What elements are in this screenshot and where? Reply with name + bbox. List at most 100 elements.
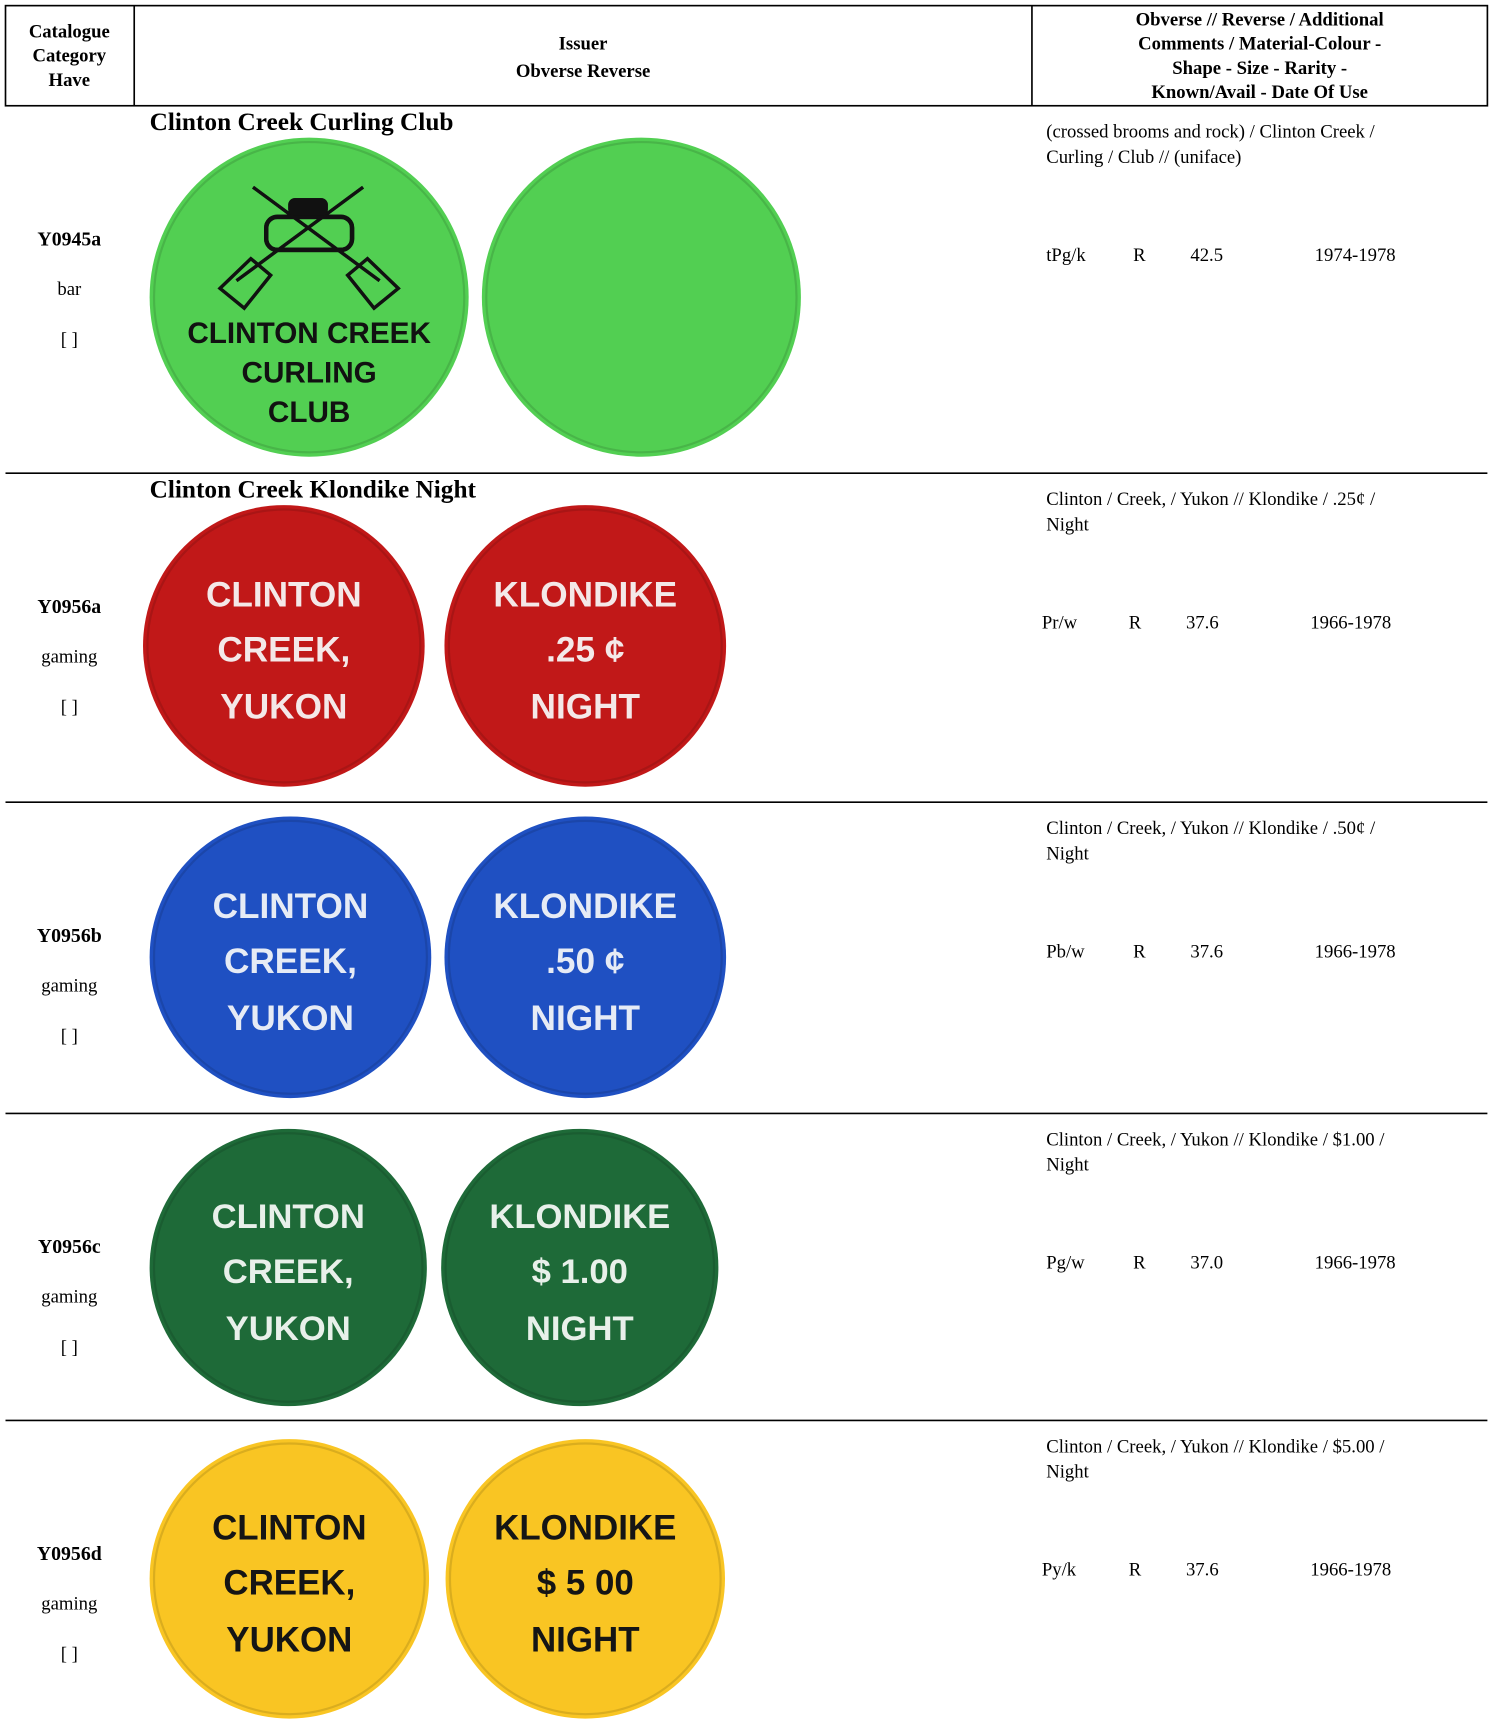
header-text: Category	[32, 46, 106, 67]
material: Pb/w	[1046, 941, 1085, 962]
token-rim	[444, 1132, 716, 1403]
description: Clinton / Creek, / Yukon // Klondike / $…	[1046, 1436, 1385, 1457]
material: Pr/w	[1042, 612, 1078, 633]
category: gaming	[41, 1287, 97, 1308]
token-disc	[149, 1128, 427, 1407]
token-rim	[485, 140, 798, 454]
token-text: CREEK,	[223, 1253, 354, 1291]
size: 37.0	[1190, 1253, 1223, 1274]
category: gaming	[41, 646, 97, 667]
token-rim	[448, 1442, 722, 1716]
header-text: Catalogue	[29, 22, 110, 43]
token-text: CLINTON	[213, 887, 369, 926]
emblem-broom	[217, 256, 273, 311]
token-disc	[149, 1439, 430, 1719]
description: Clinton / Creek, / Yukon // Klondike / $…	[1046, 1129, 1385, 1150]
token-text: CREEK,	[223, 1563, 355, 1602]
token-text: CLINTON CREEK	[187, 317, 431, 350]
token-text: YUKON	[226, 1621, 352, 1660]
description: Night	[1046, 514, 1089, 535]
size: 37.6	[1186, 1560, 1219, 1581]
rarity: R	[1133, 245, 1146, 266]
rarity: R	[1133, 941, 1146, 962]
have-box: [ ]	[61, 697, 78, 718]
token-text: .50 ¢	[546, 942, 624, 981]
emblem-broom	[345, 256, 401, 311]
token-reverse: KLONDIKE .50 ¢ NIGHT	[444, 816, 727, 1099]
token-text: YUKON	[220, 688, 347, 727]
token-obverse: CLINTON CREEK, YUKON	[149, 1439, 430, 1719]
have-box: [ ]	[61, 1026, 78, 1047]
description: (crossed brooms and rock) / Clinton Cree…	[1046, 122, 1375, 143]
token-text: YUKON	[226, 1310, 351, 1348]
rarity: R	[1129, 1560, 1142, 1581]
token-disc	[149, 137, 469, 457]
catalogue-id: Y0956c	[38, 1236, 101, 1258]
catalogue-id: Y0945a	[37, 228, 101, 250]
token-rim	[447, 819, 723, 1095]
token-text: NIGHT	[531, 688, 641, 727]
have-box: [ ]	[61, 330, 78, 351]
size: 42.5	[1190, 245, 1223, 266]
token-text: CLUB	[268, 396, 350, 429]
token-text: $ 5 00	[537, 1563, 634, 1602]
have-box: [ ]	[61, 1644, 78, 1665]
token-text: CLINTON	[206, 576, 362, 615]
description: Clinton / Creek, / Yukon // Klondike / .…	[1046, 489, 1376, 510]
issuer-name: Clinton Creek Klondike Night	[150, 475, 477, 503]
token-reverse: KLONDIKE $ 1.00 NIGHT	[441, 1128, 719, 1407]
token-text: $ 1.00	[532, 1253, 628, 1291]
token-disc	[445, 1439, 725, 1719]
token-text: CLINTON	[212, 1508, 366, 1547]
token-rim	[152, 819, 428, 1095]
token-disc	[481, 137, 801, 457]
date: 1966-1978	[1315, 941, 1396, 962]
token-text: NIGHT	[526, 1310, 634, 1348]
token-reverse: KLONDIKE $ 5 00 NIGHT	[445, 1439, 725, 1719]
header-text: Comments / Material-Colour -	[1138, 34, 1381, 55]
catalogue-id: Y0956d	[37, 1543, 102, 1565]
token-text: CURLING	[242, 356, 377, 389]
description: Night	[1046, 1155, 1089, 1176]
token-obverse: CLINTON CREEK, YUKON	[143, 505, 425, 787]
catalogue-id: Y0956b	[37, 925, 102, 947]
token-rim	[152, 140, 466, 454]
token-obverse: CLINTON CREEK, YUKON	[149, 1128, 427, 1407]
token-rim	[152, 1132, 424, 1403]
token-disc	[444, 816, 727, 1099]
token-obverse: CLINTON CREEK CURLING CLUB	[149, 137, 469, 457]
token-text: CREEK,	[217, 631, 350, 670]
category: gaming	[41, 1594, 97, 1615]
token-text: KLONDIKE	[493, 887, 677, 926]
header-text: Obverse // Reverse / Additional	[1136, 9, 1384, 30]
date: 1966-1978	[1310, 1560, 1391, 1581]
material: Py/k	[1042, 1560, 1077, 1581]
token-text: CREEK,	[224, 942, 357, 981]
token-text: CLINTON	[212, 1198, 365, 1236]
description: Night	[1046, 1462, 1089, 1483]
emblem-rock-handle	[288, 198, 328, 216]
token-text: NIGHT	[531, 999, 641, 1038]
token-disc	[149, 816, 432, 1099]
token-disc	[143, 505, 425, 787]
catalogue-id: Y0956a	[37, 596, 101, 618]
date: 1966-1978	[1315, 1253, 1396, 1274]
token-obverse: CLINTON CREEK, YUKON	[149, 816, 432, 1099]
rarity: R	[1129, 612, 1142, 633]
material: Pg/w	[1046, 1253, 1085, 1274]
date: 1966-1978	[1310, 612, 1391, 633]
token-disc	[444, 505, 727, 787]
size: 37.6	[1190, 941, 1223, 962]
header-text: Have	[49, 70, 91, 91]
token-reverse: KLONDIKE .25 ¢ NIGHT	[444, 505, 727, 787]
token-rim	[146, 508, 422, 784]
size: 37.6	[1186, 612, 1219, 633]
rarity: R	[1133, 1253, 1146, 1274]
issuer-name: Clinton Creek Curling Club	[150, 108, 454, 136]
header-border	[4, 4, 1489, 107]
header-text: Issuer	[559, 34, 608, 55]
header-text: Obverse Reverse	[516, 61, 650, 82]
token-disc	[441, 1128, 719, 1407]
